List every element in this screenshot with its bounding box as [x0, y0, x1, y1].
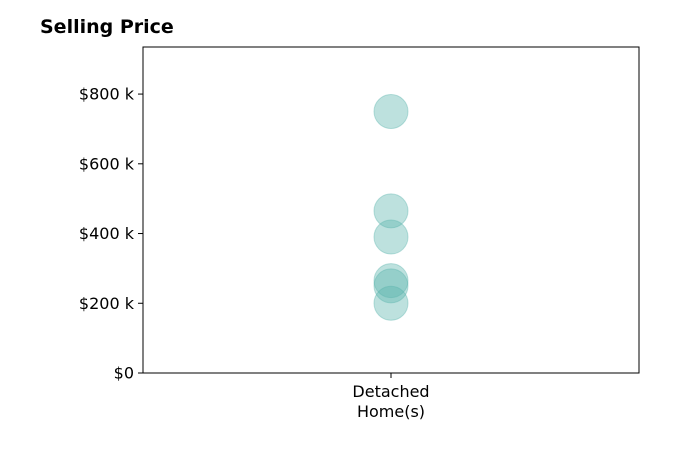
data-point	[373, 193, 409, 229]
y-tick-label: $0	[114, 364, 134, 383]
data-point	[373, 285, 409, 321]
y-axis: $0 $200 k $400 k $600 k $800 k	[79, 85, 143, 383]
x-tick-label: Detached Home(s)	[352, 382, 429, 421]
x-tick-label-line: Detached	[352, 382, 429, 401]
data-point	[373, 219, 409, 255]
chart-title: Selling Price	[40, 16, 174, 38]
x-tick-label-line: Home(s)	[357, 402, 425, 421]
y-tick-label: $200 k	[79, 294, 135, 313]
data-point	[373, 263, 409, 299]
y-tick-label: $400 k	[79, 224, 135, 243]
data-point	[373, 94, 409, 130]
y-tick-label: $800 k	[79, 85, 135, 104]
y-tick-label: $600 k	[79, 154, 135, 173]
data-point	[373, 268, 409, 304]
data-points	[373, 94, 409, 321]
x-axis: Detached Home(s)	[352, 373, 430, 421]
